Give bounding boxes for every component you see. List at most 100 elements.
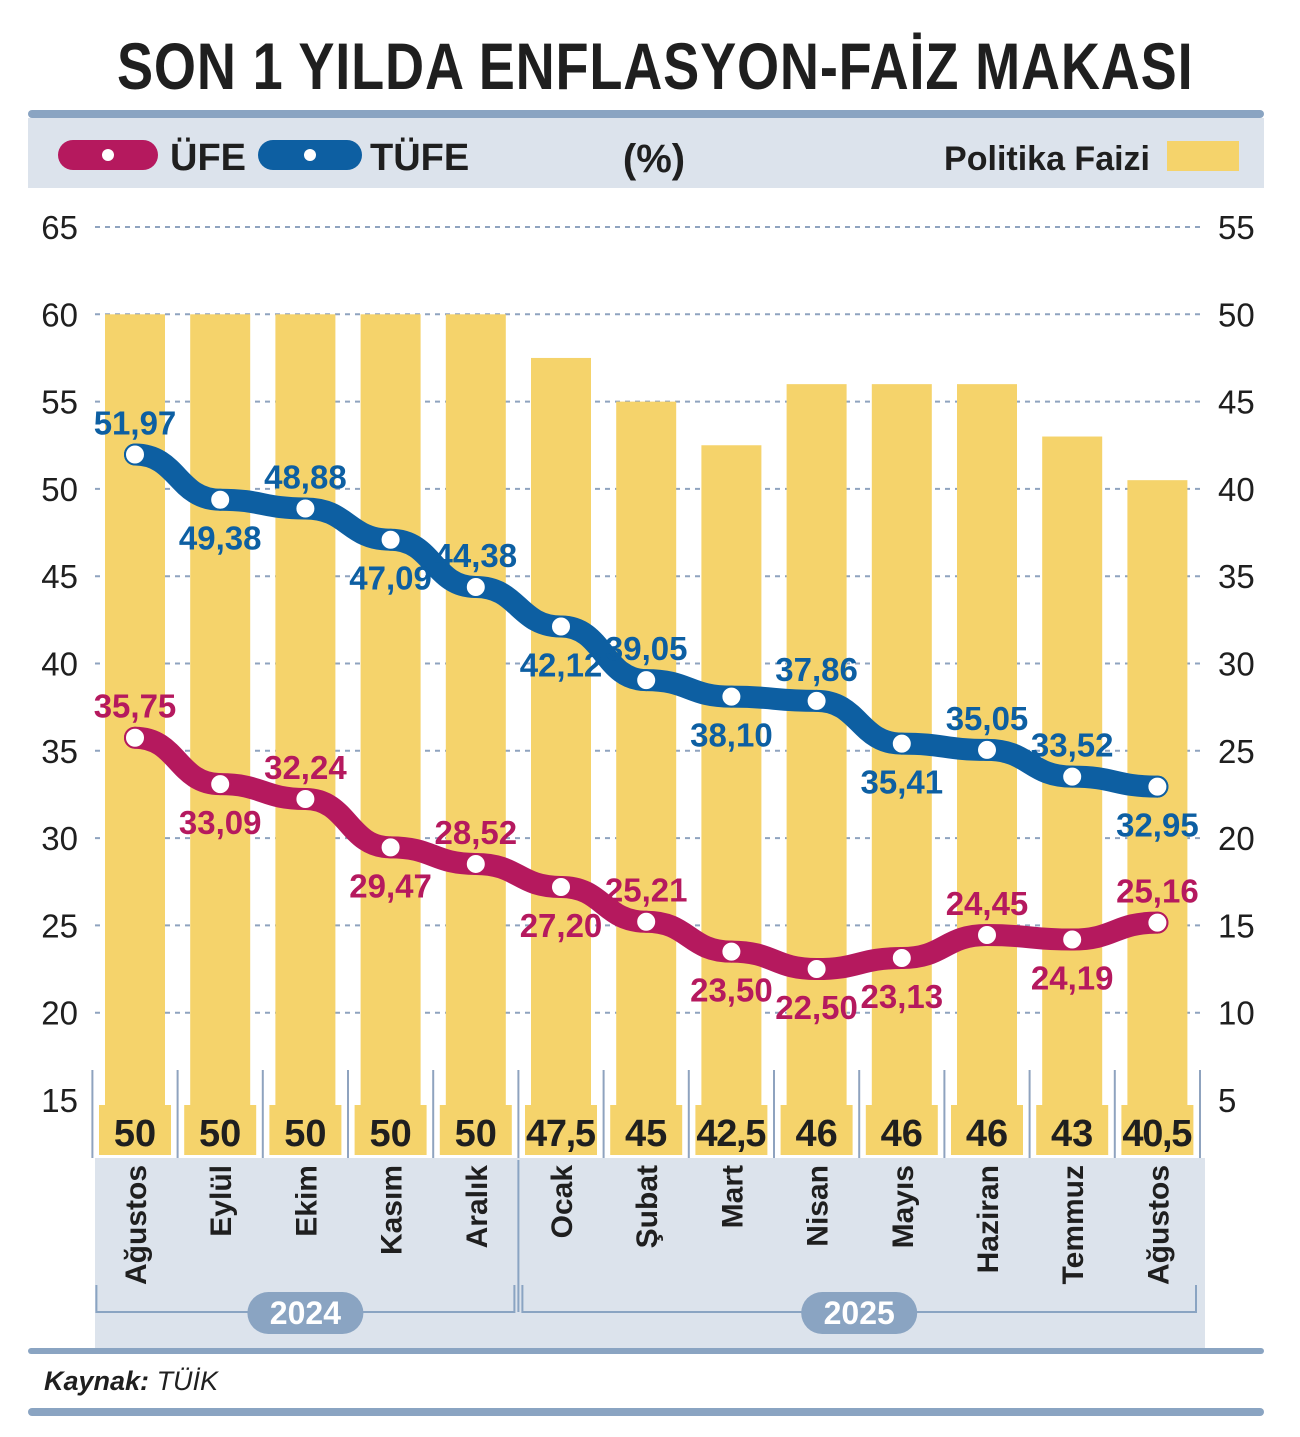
policy-rate-label: 50 (455, 1113, 497, 1155)
ufe-value-label: 24,45 (946, 885, 1029, 922)
tufe-point (720, 685, 743, 708)
month-label: Mart (716, 1165, 749, 1228)
left-axis-tick: 40 (41, 646, 78, 683)
tufe-point (294, 497, 317, 520)
tufe-point (805, 689, 828, 712)
policy-rate-label-box (354, 1105, 427, 1155)
tufe-value-label: 48,88 (264, 458, 347, 495)
right-axis-tick: 30 (1218, 646, 1255, 683)
policy-rate-label-box (695, 1105, 768, 1155)
tufe-value-label: 35,41 (861, 764, 944, 801)
month-label: Şubat (631, 1165, 664, 1248)
month-label: Mayıs (887, 1165, 920, 1248)
policy-rate-bar (445, 314, 506, 1150)
month-label: Ağustos (120, 1165, 153, 1285)
left-axis-tick: 50 (41, 471, 78, 508)
left-axis-tick: 20 (41, 995, 78, 1032)
month-label: Haziran (972, 1165, 1005, 1273)
year-label: 2025 (824, 1295, 895, 1331)
ufe-point (1061, 928, 1084, 951)
ufe-point (550, 875, 572, 898)
month-label: Aralık (461, 1165, 494, 1249)
axis-ticks: 15 5 20 10 25 15 30 20 35 25 40 30 45 35 50 40 55 45 60 50 6… (41, 209, 1255, 1158)
policy-rate-bar (871, 384, 932, 1150)
policy-rate-label: 46 (966, 1113, 1008, 1155)
source-note: Kaynak: TÜİK (44, 1366, 218, 1397)
policy-rate-label: 46 (881, 1113, 923, 1155)
left-axis-tick: 65 (41, 209, 78, 246)
legend: ÜFE TÜFE (%) Politika Faizi (58, 136, 1239, 181)
ufe-value-label: 25,16 (1116, 873, 1199, 910)
month-label: Kasım (376, 1165, 409, 1255)
policy-rate-bar (531, 357, 591, 1150)
policy-rate-label: 50 (369, 1113, 411, 1155)
tufe-value-label: 39,05 (605, 630, 688, 667)
tufe-point (124, 443, 146, 466)
right-axis-tick: 55 (1218, 209, 1255, 246)
policy-rate-label-box (610, 1105, 683, 1155)
tufe-value-label: 32,95 (1116, 807, 1199, 844)
policy-rate-label: 50 (199, 1113, 241, 1155)
policy-rate-label-box (1121, 1105, 1194, 1155)
ufe-point (294, 787, 317, 810)
ufe-point (720, 940, 743, 963)
tufe-point (209, 488, 232, 511)
ufe-value-label: 24,19 (1031, 960, 1114, 997)
policy-rate-bar (1127, 480, 1188, 1150)
ufe-value-label: 25,21 (605, 872, 688, 909)
right-axis-tick: 15 (1218, 907, 1255, 944)
month-label: Ekim (290, 1165, 323, 1237)
year-badge (801, 1292, 918, 1334)
source-label: Kaynak: (44, 1366, 150, 1396)
policy-rate-label-box (525, 1105, 597, 1155)
policy-rate-label: 47,5 (526, 1113, 596, 1155)
year-badge (247, 1292, 364, 1334)
tufe-value-label: 49,38 (179, 520, 262, 557)
ufe-point (379, 836, 402, 859)
right-axis-tick: 45 (1218, 384, 1255, 421)
month-label: Eylül (205, 1165, 238, 1237)
category-labels: Ağustos Eylül Ekim Kasım Aralık Ocak Şubat Mart… (95, 1160, 1197, 1334)
legend-policy-label: Politika Faizi (944, 140, 1150, 178)
month-label: Nisan (802, 1165, 835, 1247)
right-axis-tick: 10 (1218, 995, 1255, 1032)
ufe-point (805, 958, 828, 981)
ufe-value-label: 35,75 (94, 688, 177, 725)
tufe-point (890, 732, 913, 755)
source-value: TÜİK (156, 1366, 219, 1396)
ufe-point (209, 773, 232, 796)
policy-rate-bar (1042, 436, 1103, 1150)
policy-rate-label-box (780, 1105, 853, 1155)
ufe-point (635, 910, 658, 933)
policy-rate-bars: 50 50 50 50 50 47,5 45 42,5 46 46 46 43 40,5 (99, 314, 1194, 1155)
ufe-point (464, 852, 487, 875)
ufe-value-label: 32,24 (264, 749, 347, 786)
tufe-point (1061, 765, 1084, 788)
tufe-point (976, 738, 998, 761)
ufe-value-label: 22,50 (775, 989, 858, 1026)
right-axis-tick: 25 (1218, 733, 1255, 770)
month-label: Ağustos (1142, 1165, 1175, 1285)
chart-title: SON 1 YILDA ENFLASYON-FAİZ MAKASI (117, 29, 1194, 103)
policy-rate-bar (786, 384, 847, 1150)
right-axis-tick: 50 (1218, 296, 1255, 333)
left-axis-tick: 25 (41, 907, 78, 944)
top-frame-bar (28, 110, 1264, 118)
ufe-point (124, 726, 146, 749)
ufe-value-label: 33,09 (179, 804, 262, 841)
ufe-point (890, 947, 913, 970)
year-label: 2024 (270, 1295, 341, 1331)
legend-panel (28, 118, 1264, 188)
policy-rate-bar (190, 314, 251, 1150)
right-axis-tick: 5 (1218, 1082, 1236, 1119)
tufe-value-label: 44,38 (435, 537, 518, 574)
ufe-point (1146, 911, 1169, 934)
policy-rate-label: 45 (625, 1113, 667, 1155)
month-label: Temmuz (1057, 1165, 1090, 1284)
ufe-point (976, 924, 998, 947)
policy-rate-bar (701, 445, 762, 1150)
tufe-point (379, 528, 402, 551)
policy-rate-label-box (865, 1105, 938, 1155)
ufe-value-label: 23,13 (861, 978, 944, 1015)
